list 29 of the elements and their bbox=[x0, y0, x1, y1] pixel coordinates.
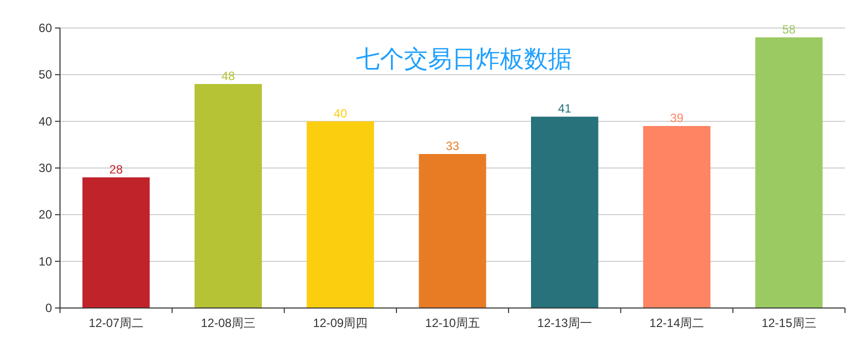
y-tick-label: 10 bbox=[38, 254, 52, 268]
data-label: 39 bbox=[670, 111, 684, 125]
data-label: 28 bbox=[109, 162, 124, 176]
x-tick-label: 12-07周二 bbox=[88, 316, 144, 330]
x-tick-label: 12-15周三 bbox=[762, 316, 816, 330]
y-tick-label: 30 bbox=[38, 161, 52, 175]
y-tick-label: 50 bbox=[38, 68, 52, 82]
x-tick-label: 12-09周四 bbox=[313, 316, 368, 330]
y-tick-label: 0 bbox=[45, 301, 52, 315]
y-tick-label: 60 bbox=[38, 21, 52, 35]
data-label: 58 bbox=[782, 22, 796, 36]
bar bbox=[755, 37, 823, 308]
bar bbox=[194, 84, 262, 308]
data-label: 48 bbox=[222, 69, 236, 83]
x-tick-label: 12-08周三 bbox=[200, 316, 256, 330]
y-tick-label: 20 bbox=[38, 208, 52, 222]
x-tick-label: 12-13周一 bbox=[537, 316, 592, 330]
data-label: 40 bbox=[334, 106, 348, 120]
bar bbox=[643, 126, 710, 308]
data-label: 33 bbox=[446, 139, 460, 153]
x-tick-label: 12-10周五 bbox=[425, 316, 480, 330]
x-tick-label: 12-14周二 bbox=[649, 316, 704, 330]
text: 七个交易日炸板数据 bbox=[356, 46, 572, 73]
y-tick-label: 40 bbox=[38, 114, 52, 128]
data-label: 41 bbox=[558, 102, 572, 116]
bar bbox=[418, 154, 486, 308]
bar bbox=[82, 177, 150, 308]
bar bbox=[531, 116, 598, 308]
bar bbox=[306, 121, 374, 308]
